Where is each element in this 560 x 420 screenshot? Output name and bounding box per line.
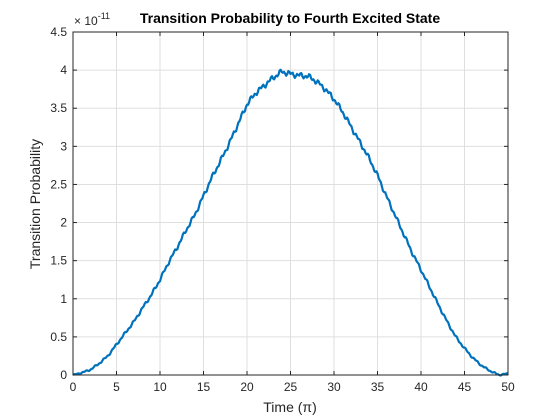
y-tick-label: 4 [60, 63, 67, 77]
chart-title: Transition Probability to Fourth Excited… [140, 10, 440, 26]
y-tick-label: 0.5 [50, 330, 67, 344]
x-tick-label: 20 [240, 380, 254, 394]
y-tick-label: 2.5 [50, 177, 67, 191]
y-tick-label: 0 [60, 368, 67, 382]
y-tick-label: 3 [60, 139, 67, 153]
y-tick-label: 1 [60, 292, 67, 306]
y-tick-label: 2 [60, 216, 67, 230]
y-axis-exponent-power: -11 [98, 11, 110, 21]
x-tick-label: 35 [371, 380, 385, 394]
x-tick-label: 50 [501, 380, 515, 394]
x-tick-label: 15 [197, 380, 211, 394]
y-tick-label: 1.5 [50, 254, 67, 268]
y-axis-label: Transition Probability [27, 139, 43, 269]
series-layer [72, 68, 509, 377]
x-tick-label: 40 [414, 380, 428, 394]
ticks: 0 5 10 15 20 25 30 35 40 45 50 0 0.5 1 1.5 2 2.5 3 3.5 4 4.5 [50, 25, 515, 394]
y-axis-exponent: × 10-11 [74, 11, 110, 28]
y-tick-label: 3.5 [50, 101, 67, 115]
x-tick-label: 25 [284, 380, 298, 394]
x-tick-label: 10 [153, 380, 167, 394]
y-tick-label: 4.5 [50, 25, 67, 39]
x-tick-label: 5 [113, 380, 120, 394]
series-line [72, 68, 509, 377]
y-axis-exponent-base: × 10 [74, 14, 98, 28]
x-tick-label: 45 [458, 380, 472, 394]
x-tick-label: 30 [327, 380, 341, 394]
x-axis-label: Time (π) [263, 399, 316, 415]
x-tick-label: 0 [70, 380, 77, 394]
